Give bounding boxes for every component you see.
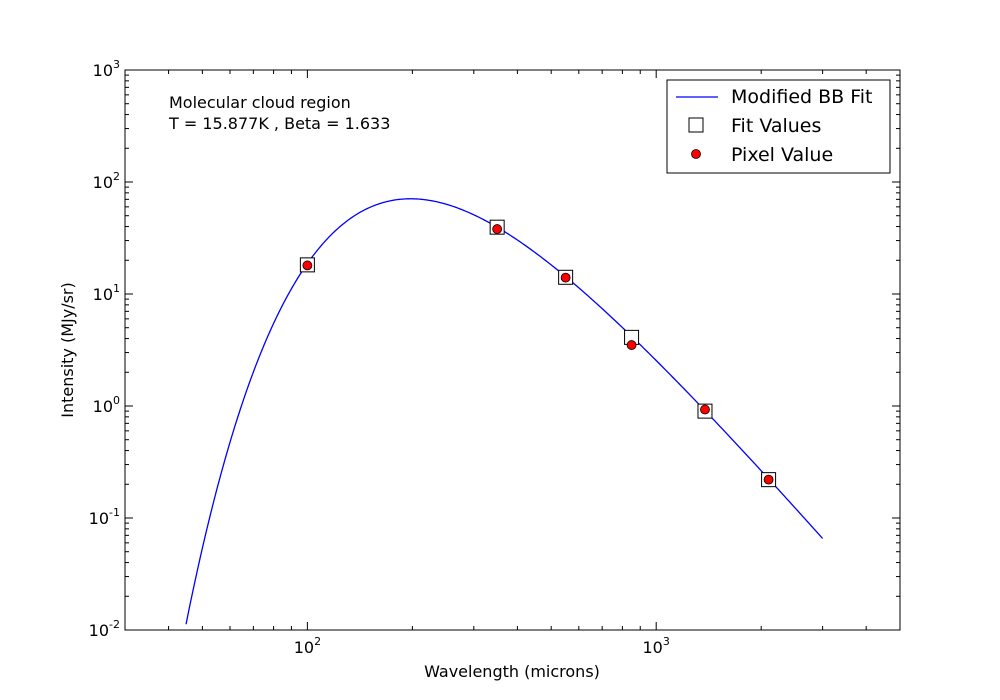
- legend: Modified BB Fit Fit Values Pixel Value: [666, 79, 891, 174]
- pixel-value-marker: [700, 404, 710, 415]
- x-tick-label: 102: [294, 635, 321, 657]
- x-tick-label: 103: [643, 635, 670, 657]
- x-axis-label: Wavelength (microns): [424, 662, 600, 681]
- legend-label-pixel-value: Pixel Value: [731, 144, 833, 166]
- legend-square-swatch: [688, 117, 704, 133]
- y-tick-label: 100: [93, 394, 120, 416]
- tick-layer: 10-2 10-1 100 101 102 103 102 103: [89, 58, 900, 657]
- pixel-value-marker: [626, 340, 637, 350]
- legend-frame: [666, 79, 891, 174]
- legend-label-fit: Modified BB Fit: [731, 86, 873, 108]
- legend-label-fit-values: Fit Values: [731, 115, 821, 137]
- plot-frame: [124, 69, 901, 631]
- marker-layer: [299, 219, 777, 488]
- pixel-value-marker: [492, 224, 503, 234]
- y-tick-label: 103: [93, 58, 120, 80]
- pixel-value-marker: [302, 260, 313, 271]
- y-tick-label: 10-2: [89, 618, 120, 640]
- pixel-value-marker: [763, 474, 774, 485]
- y-axis-label: Intensity (MJy/sr): [58, 282, 77, 418]
- y-tick-label: 101: [93, 282, 120, 304]
- annotation-region: Molecular cloud region: [169, 93, 351, 112]
- legend-circle-swatch: [691, 149, 701, 159]
- y-tick-label: 102: [93, 170, 120, 192]
- y-tick-label: 10-1: [89, 506, 120, 528]
- pixel-value-marker: [560, 272, 571, 283]
- annotation-params: T = 15.877K , Beta = 1.633: [168, 114, 390, 133]
